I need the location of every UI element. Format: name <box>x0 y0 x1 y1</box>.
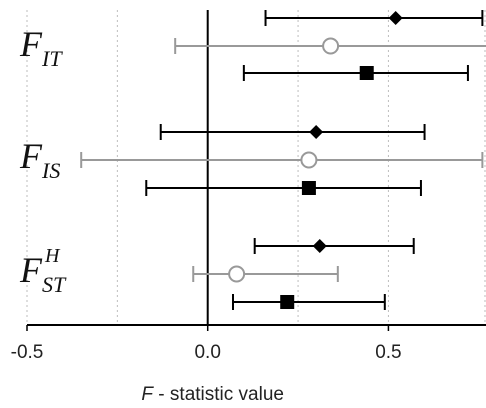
group-label-main: F <box>19 24 43 64</box>
x-axis-title-variable: F <box>141 384 154 405</box>
group-label: FST <box>19 250 67 297</box>
interval-row <box>80 151 484 169</box>
interval-row <box>159 124 426 140</box>
interval-row <box>192 265 339 283</box>
point-marker-circle <box>300 151 318 169</box>
point-marker-square <box>280 295 295 309</box>
group-label-superscript: H <box>44 245 61 267</box>
x-axis-title-text: - statistic value <box>153 384 284 405</box>
group-label-subscript: ST <box>42 272 67 297</box>
x-axis-title: F - statistic value <box>141 384 284 405</box>
gridlines <box>26 10 486 325</box>
point-marker-square <box>359 66 374 80</box>
group-label: FIT <box>19 24 63 71</box>
point-marker-diamond <box>312 239 327 253</box>
interval-row <box>253 238 415 254</box>
interval-row <box>174 37 486 55</box>
group-label-main: F <box>19 250 43 290</box>
group-label-subscript: IT <box>41 46 63 71</box>
x-tick-label: 0.5 <box>375 342 401 363</box>
interval-row <box>242 65 469 81</box>
interval-row <box>232 294 386 310</box>
point-marker-diamond <box>309 125 324 139</box>
interval-rows <box>80 10 486 310</box>
x-tick-label: -0.5 <box>11 342 44 363</box>
x-axis: -0.5 0.0 0.5 <box>11 324 486 363</box>
x-tick-label: 0.0 <box>194 342 220 363</box>
group-label-main: F <box>19 136 43 176</box>
interval-row <box>145 180 422 196</box>
point-marker-diamond <box>388 11 403 25</box>
interval-row <box>264 10 484 26</box>
point-marker-circle <box>228 265 246 283</box>
group-label: FIS <box>19 136 60 183</box>
group-label-subscript: IS <box>41 158 60 183</box>
point-marker-square <box>301 181 316 195</box>
point-marker-circle <box>322 37 340 55</box>
